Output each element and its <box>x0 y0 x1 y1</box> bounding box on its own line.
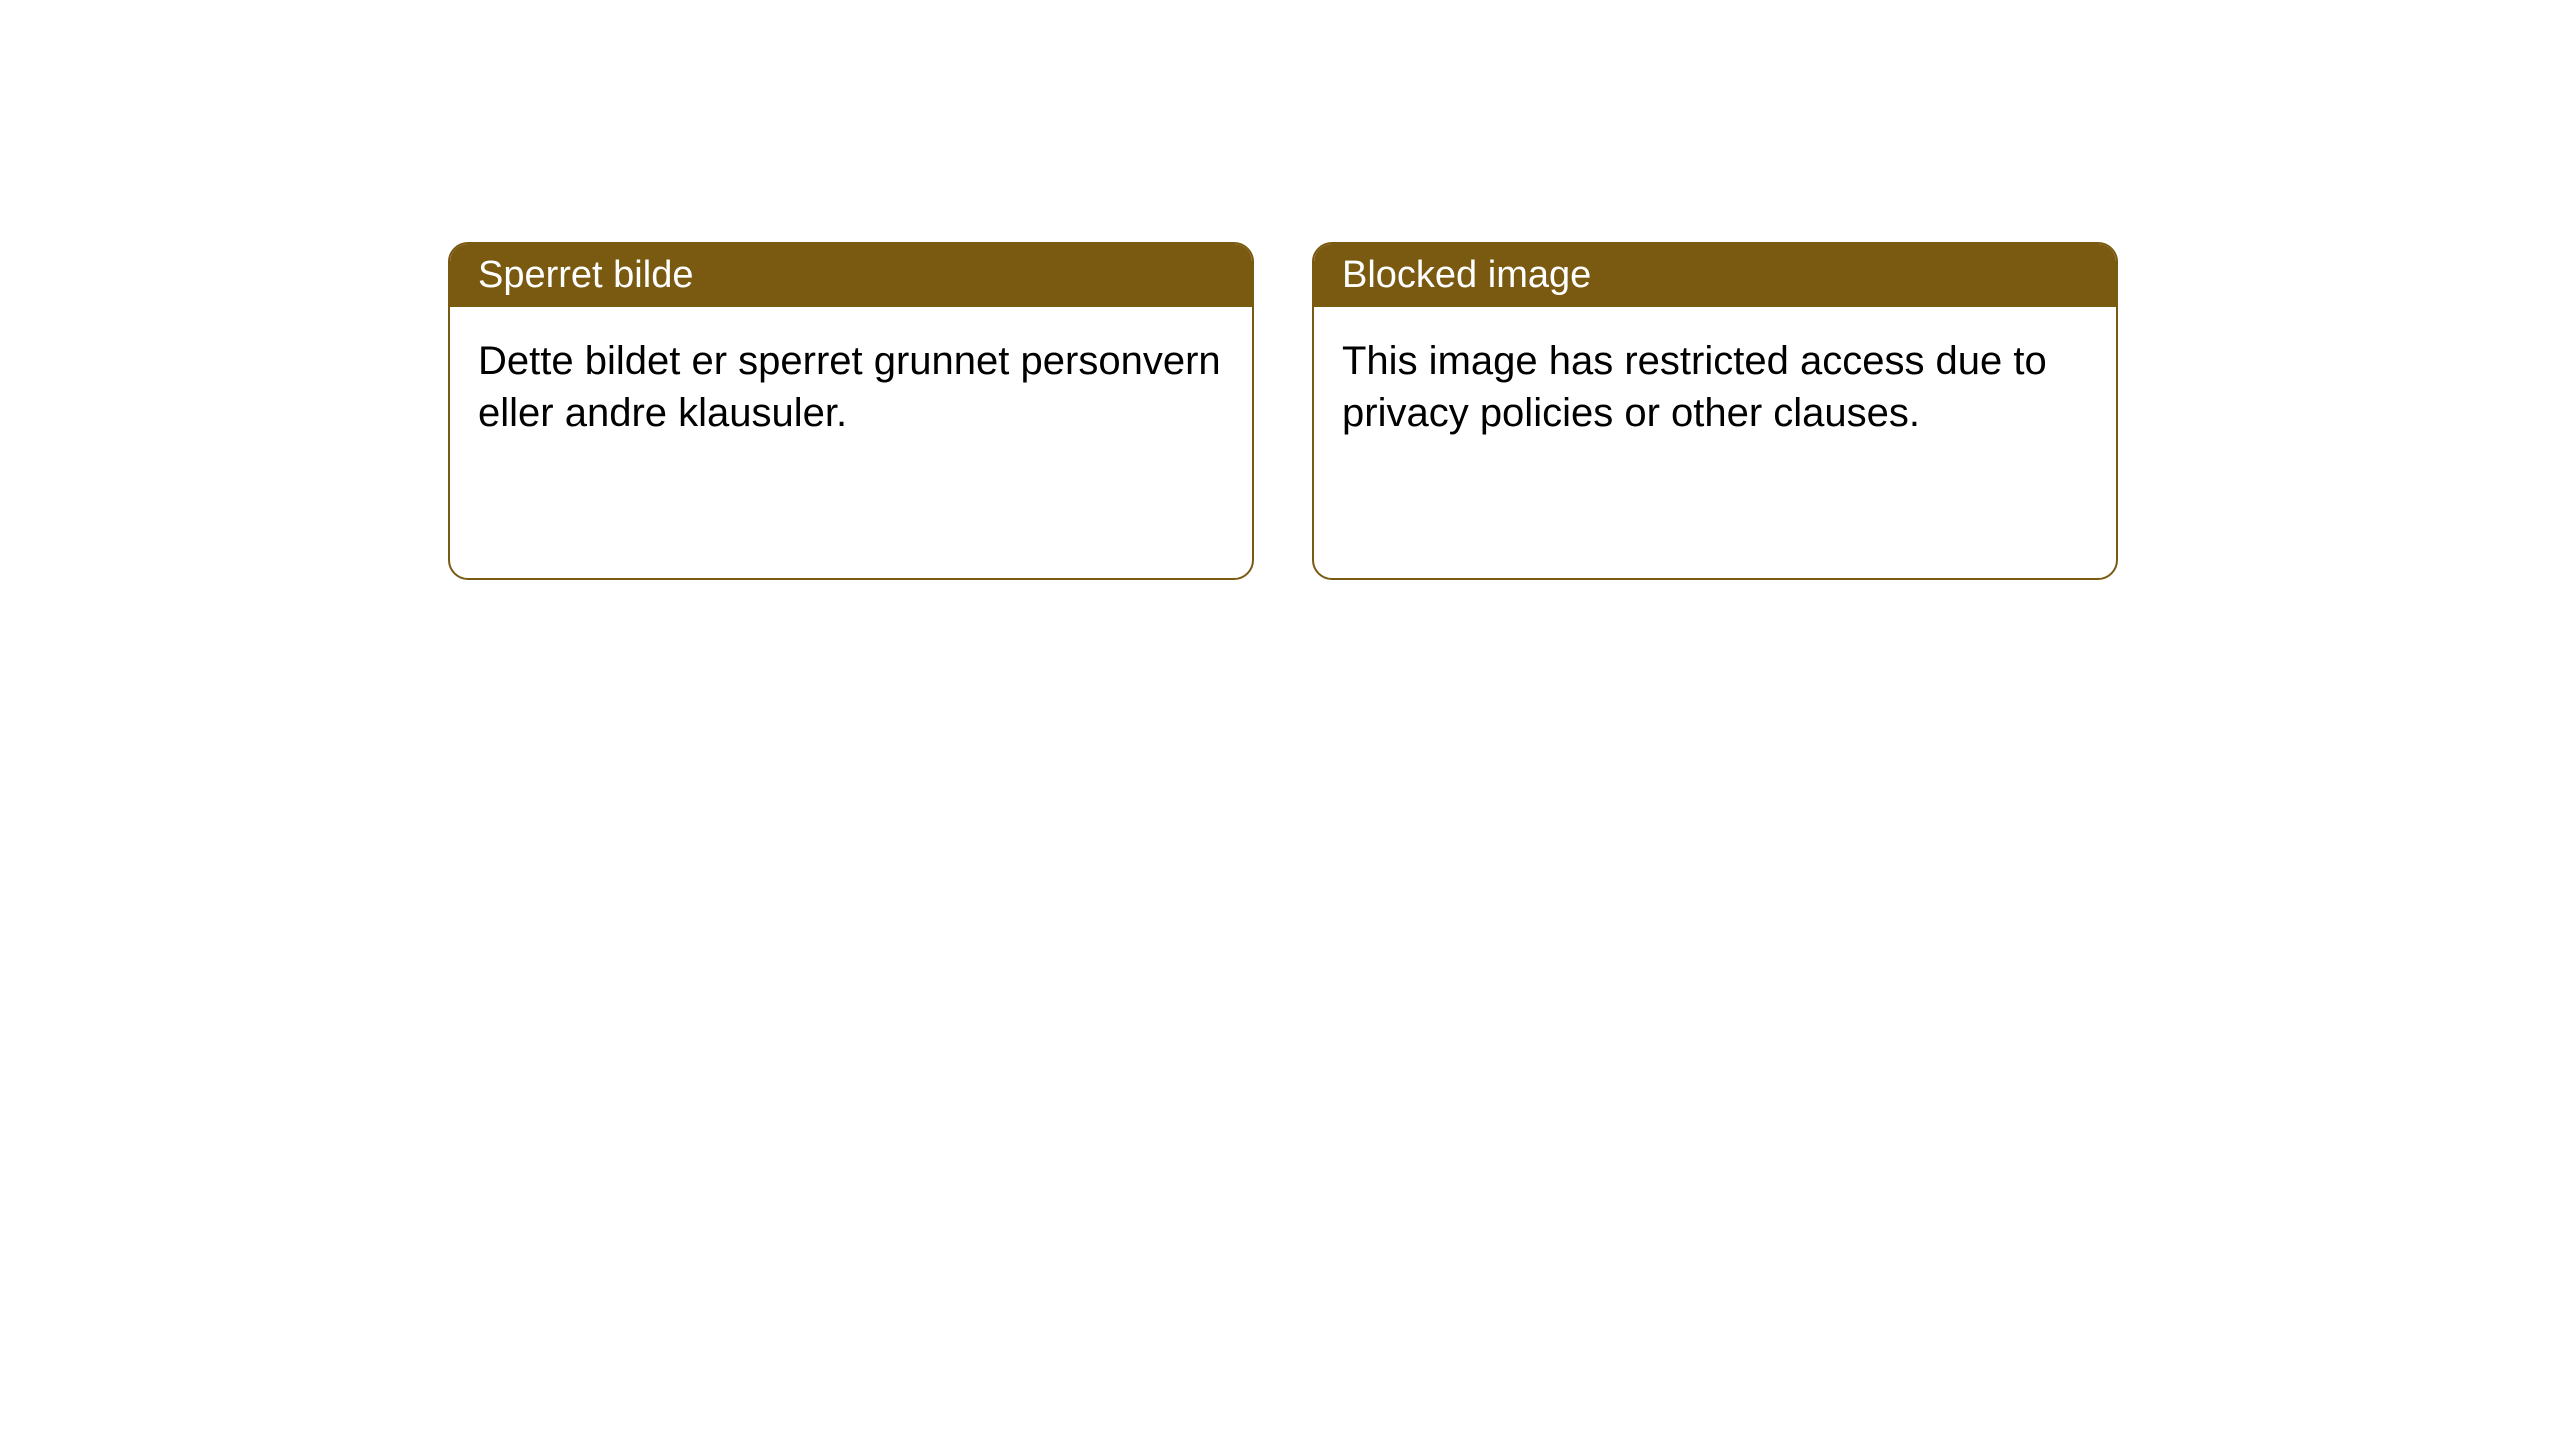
notice-header: Sperret bilde <box>450 244 1252 307</box>
notice-card-english: Blocked image This image has restricted … <box>1312 242 2118 580</box>
notice-header: Blocked image <box>1314 244 2116 307</box>
notice-card-norwegian: Sperret bilde Dette bildet er sperret gr… <box>448 242 1254 580</box>
notice-body: Dette bildet er sperret grunnet personve… <box>450 307 1252 467</box>
notice-container: Sperret bilde Dette bildet er sperret gr… <box>0 0 2560 580</box>
notice-body: This image has restricted access due to … <box>1314 307 2116 467</box>
